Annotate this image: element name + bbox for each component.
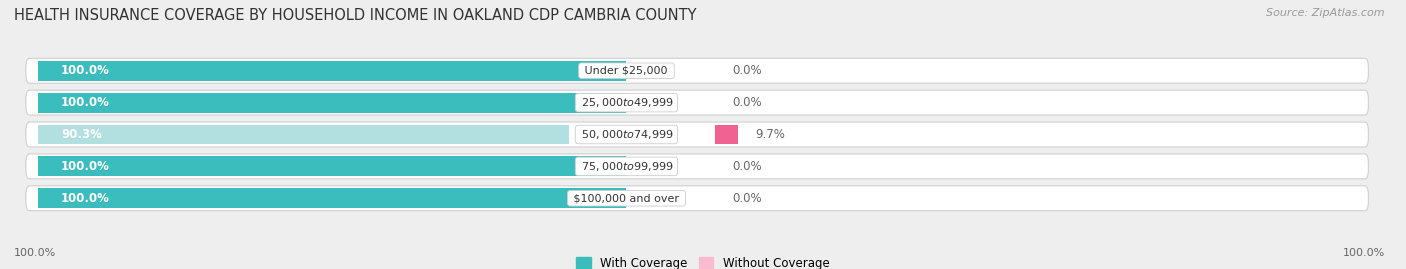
Bar (38, 125, 569, 144)
FancyBboxPatch shape (25, 58, 1368, 83)
Text: 0.0%: 0.0% (733, 64, 762, 77)
Text: 100.0%: 100.0% (1343, 248, 1385, 258)
Bar (38, 61, 627, 81)
Text: 0.0%: 0.0% (733, 160, 762, 173)
Text: 100.0%: 100.0% (62, 160, 110, 173)
FancyBboxPatch shape (25, 122, 1368, 147)
Text: 100.0%: 100.0% (62, 64, 110, 77)
Bar (38, 188, 627, 208)
Text: 100.0%: 100.0% (62, 192, 110, 205)
Text: Under $25,000: Under $25,000 (582, 66, 672, 76)
Text: 0.0%: 0.0% (733, 96, 762, 109)
Text: 90.3%: 90.3% (62, 128, 103, 141)
Text: $25,000 to $49,999: $25,000 to $49,999 (578, 96, 675, 109)
Text: $100,000 and over: $100,000 and over (571, 193, 683, 203)
Text: $75,000 to $99,999: $75,000 to $99,999 (578, 160, 675, 173)
Text: 100.0%: 100.0% (62, 96, 110, 109)
FancyBboxPatch shape (25, 154, 1368, 179)
Text: HEALTH INSURANCE COVERAGE BY HOUSEHOLD INCOME IN OAKLAND CDP CAMBRIA COUNTY: HEALTH INSURANCE COVERAGE BY HOUSEHOLD I… (14, 8, 696, 23)
Legend: With Coverage, Without Coverage: With Coverage, Without Coverage (576, 257, 830, 269)
Text: $50,000 to $74,999: $50,000 to $74,999 (578, 128, 675, 141)
FancyBboxPatch shape (25, 186, 1368, 211)
Text: 0.0%: 0.0% (733, 192, 762, 205)
Bar (38, 93, 627, 112)
Text: 9.7%: 9.7% (755, 128, 785, 141)
Bar (38, 157, 627, 176)
Bar (714, 125, 738, 144)
FancyBboxPatch shape (25, 90, 1368, 115)
Text: Source: ZipAtlas.com: Source: ZipAtlas.com (1267, 8, 1385, 18)
Text: 100.0%: 100.0% (14, 248, 56, 258)
